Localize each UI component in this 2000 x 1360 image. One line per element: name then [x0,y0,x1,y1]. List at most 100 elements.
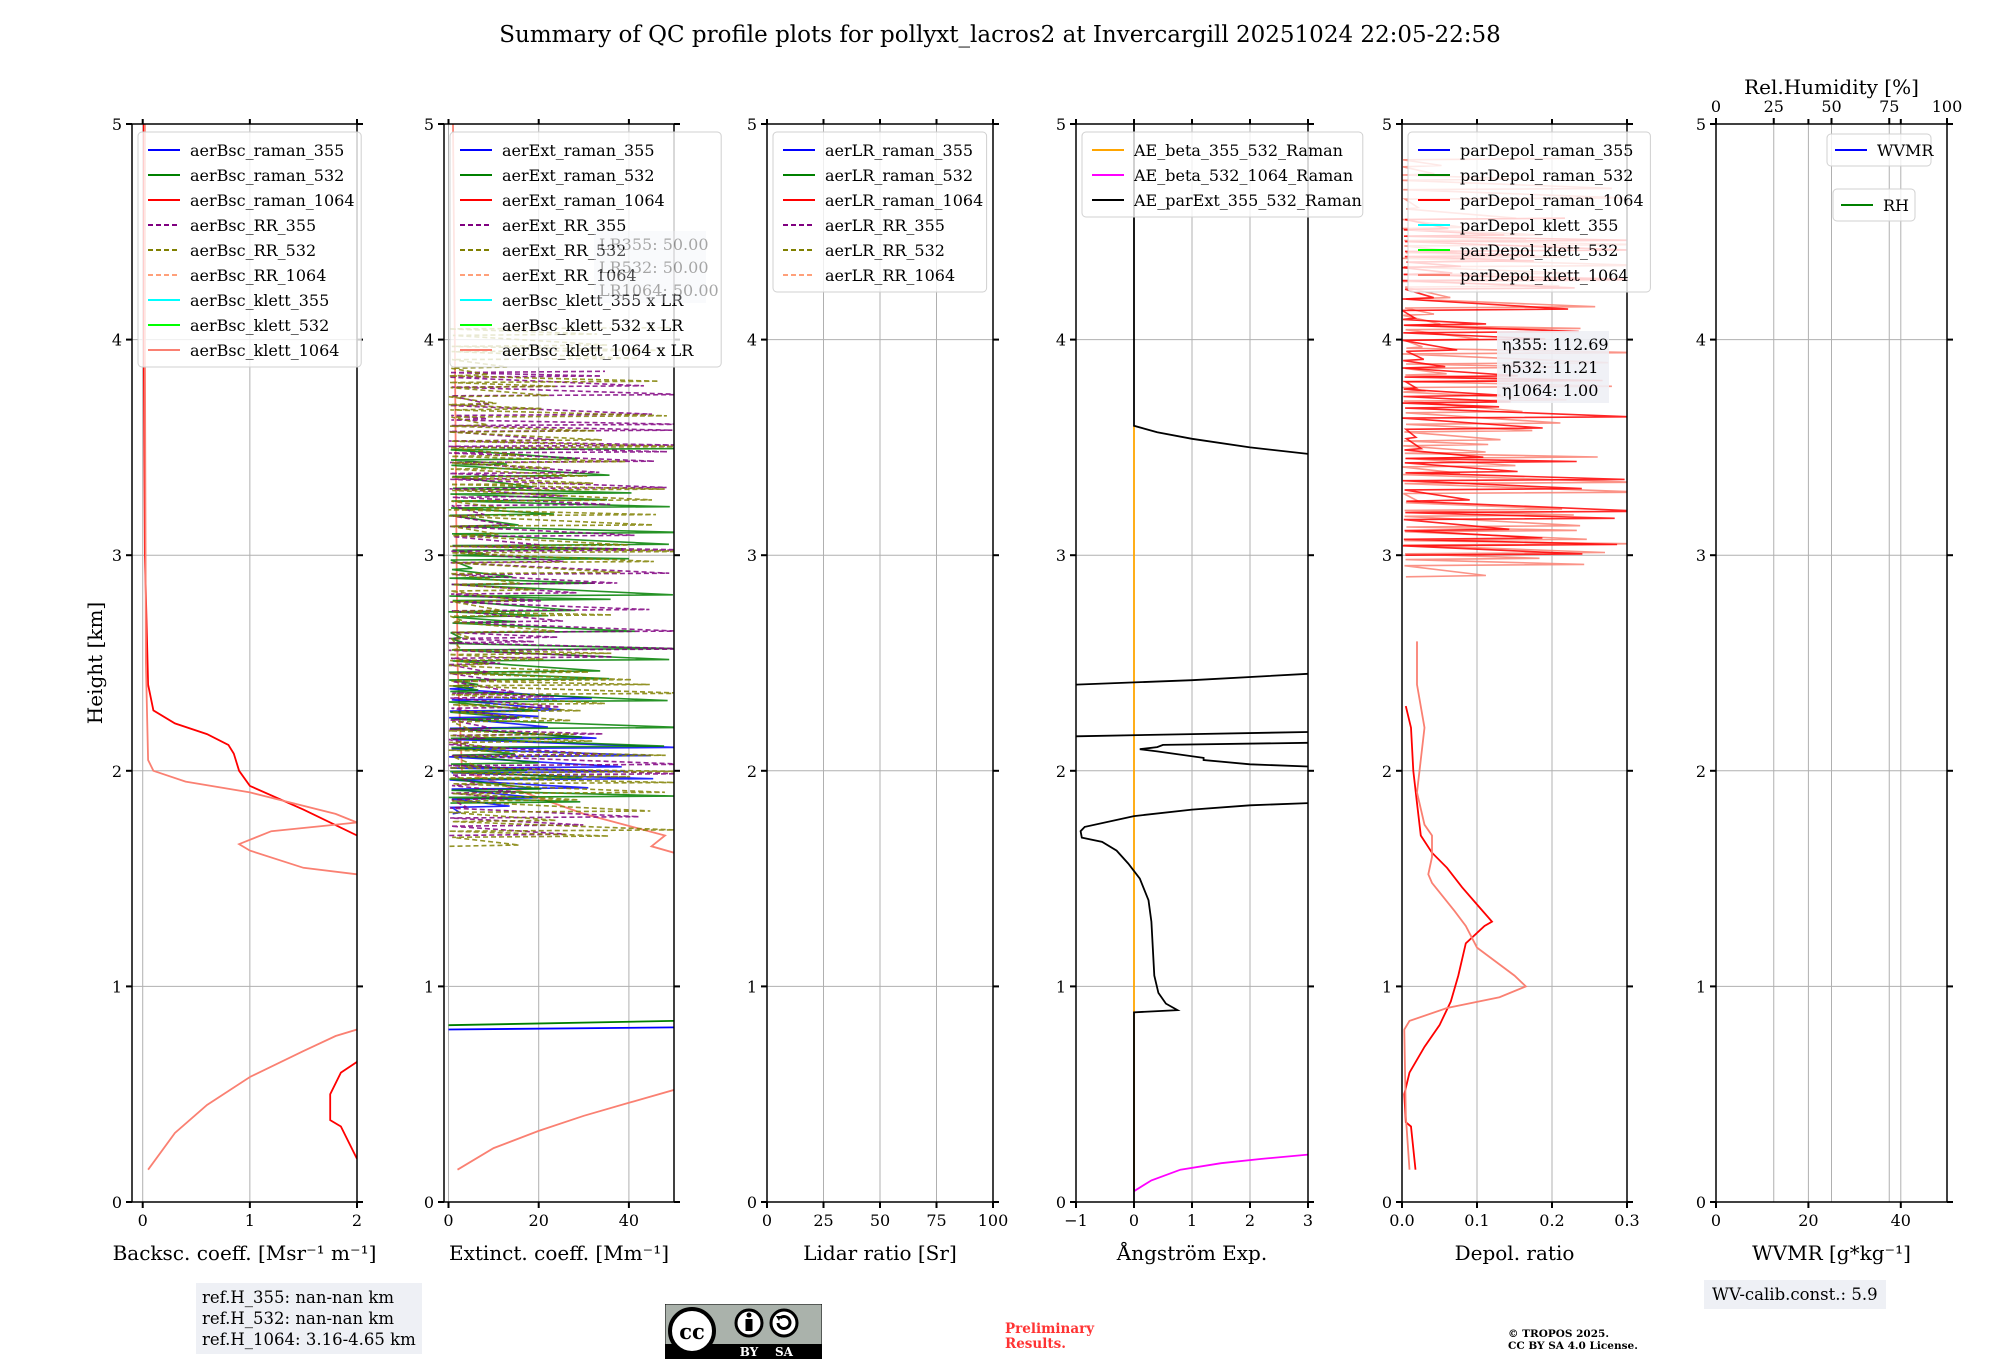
series-line-aerBsc_klett_1064 [147,1028,357,1171]
y-tick-label: 3 [424,546,434,565]
x-tick-label: 1 [1187,1211,1197,1230]
x-tick-label: 0 [1711,1211,1721,1230]
legend-label: aerLR_raman_1064 [825,191,983,210]
y-tick-label: 5 [1696,115,1706,134]
profile-panel-2: 0 20 40 0 1 2 3 4 5 Extinct. coeff. [Mm⁻¹] aerExt_… [424,115,722,1265]
series-line-aerExt_RR_532_noise [448,326,674,848]
x-tick-label: 0 [138,1211,148,1230]
legend-label: aerLR_RR_532 [825,241,945,260]
legend: aerBsc_raman_355 aerBsc_raman_532 aerBsc_r… [137,131,362,368]
y-tick-label: 2 [1696,762,1706,781]
series-line-AE_parExt_355_532_Raman_c [1076,731,1308,738]
profile-panel-1: 0 1 2 0 1 2 3 4 5 Backsc. coeff. [Msr⁻¹ m⁻¹] aerBs… [112,115,377,1265]
series-line-aerExt_RR_355_noise [448,370,674,837]
series-line-aerExt_raman_355_low [448,1026,674,1031]
by-attribution-icon [734,1308,764,1338]
legend: AE_beta_355_532_Raman AE_beta_532_1064_Ra… [1081,131,1364,218]
y-tick-label: 1 [112,977,122,996]
legend: aerLR_raman_355 aerLR_raman_532 aerLR_rama… [772,131,988,293]
y-tick-label: 0 [424,1193,434,1212]
y-tick-label: 4 [112,331,122,350]
series-line-aerExt_raman_532_noise [448,447,674,804]
y-tick-label: 0 [1056,1193,1066,1212]
legend-label: aerBsc_klett_532 x LR [502,316,684,335]
legend-label: aerExt_RR_1064 [502,266,637,285]
legend: aerExt_raman_355 aerExt_raman_532 aerExt_r… [449,131,722,368]
y-tick-label: 0 [747,1193,757,1212]
legend-label: parDepol_klett_1064 [1460,266,1629,285]
ref-height-532: ref.H_532: nan-nan km [202,1309,394,1328]
x-axis-label: Ångström Exp. [1116,1240,1267,1265]
x-top-tick-label: 50 [1821,97,1841,116]
annotation-line: η1064: 1.00 [1502,381,1598,400]
figure-title: Summary of QC profile plots for pollyxt_… [499,22,1501,48]
annotation-bg [594,231,706,303]
y-tick-label: 4 [747,331,757,350]
x-axis-label: Depol. ratio [1455,1241,1575,1265]
y-tick-label: 5 [1056,115,1066,134]
x-axis-label: Extinct. coeff. [Mm⁻¹] [449,1241,669,1265]
series-line-AE_parExt_355_532_Raman_e [1133,124,1308,455]
x-tick-label: 0.0 [1389,1211,1414,1230]
legend-label: parDepol_raman_355 [1460,141,1633,160]
reference-heights-box: ref.H_355: nan-nan km ref.H_532: nan-nan… [196,1283,422,1354]
y-tick-label: 2 [747,762,757,781]
legend-label: aerBsc_RR_1064 [190,266,326,285]
y-tick-label: 5 [424,115,434,134]
y-tick-label: 2 [424,762,434,781]
x-tick-label: −1 [1064,1211,1088,1230]
profile-panel-3: 0 25 50 75 100 0 1 2 3 4 5 Lidar ratio [Sr] aerLR_ra… [747,115,1008,1265]
x-tick-label: 3 [1303,1211,1313,1230]
y-tick-label: 2 [112,762,122,781]
legend-label: aerExt_RR_355 [502,216,626,235]
x-top-tick-label: 100 [1932,97,1963,116]
legend-label: parDepol_klett_532 [1460,241,1618,260]
series-line-parDepol_raman_1064 [1403,705,1494,1170]
series-line-aerExt_raman_532_low [448,1020,674,1027]
legend-frame [772,131,988,293]
legend-label: aerLR_RR_355 [825,216,945,235]
x-axis-label: Backsc. coeff. [Msr⁻¹ m⁻¹] [113,1241,377,1265]
legend-label: aerExt_raman_355 [502,141,655,160]
preliminary-line-2: Results. [1005,1336,1066,1352]
y-tick-label: 4 [1382,331,1392,350]
legend-label: aerExt_raman_532 [502,166,655,185]
sa-sharealike-icon [769,1308,799,1338]
annotation-line: LR1064: 50.00 [599,281,719,300]
x-tick-label: 40 [619,1211,639,1230]
legend-label: aerExt_RR_532 [502,241,626,260]
x-tick-label: 40 [1891,1211,1911,1230]
y-tick-label: 0 [1696,1193,1706,1212]
x-top-tick-label: 25 [1764,97,1784,116]
y-tick-label: 1 [1696,977,1706,996]
legend-frame [1826,133,1932,167]
legend-label: aerBsc_klett_355 x LR [502,291,684,310]
series-group [142,124,357,1171]
legend-entry: RH [1832,188,1916,222]
x-top-tick-label: 0 [1711,97,1721,116]
x-tick-label: 2 [1245,1211,1255,1230]
annotation-line: LR532: 50.00 [599,258,709,277]
y-tick-label: 1 [1382,977,1392,996]
legend-label: aerExt_raman_1064 [502,191,665,210]
y-tick-label: 4 [424,331,434,350]
legend-label: parDepol_raman_1064 [1460,191,1644,210]
x-axis-label: WVMR [g*kg⁻¹] [1752,1241,1911,1265]
legend-label: aerLR_raman_532 [825,166,973,185]
profile-panel-6: 0 20 40 0 1 2 3 4 5 WVMR [g*kg⁻¹] 0 25 50 75 100 Rel.Hu… [1696,75,1962,1265]
series-line-aerBsc_klett_1064_x_LR [457,1089,674,1171]
axes-frame [131,123,358,1203]
legend-label: aerBsc_klett_532 [190,316,329,335]
copyright-line-1: © TROPOS 2025. [1508,1328,1610,1340]
legend-frame [449,131,722,368]
y-tick-label: 1 [1056,977,1066,996]
series-group [448,124,674,1171]
y-tick-label: 1 [424,977,434,996]
svg-text:cc: cc [679,1319,705,1344]
y-tick-label: 0 [112,1193,122,1212]
legend-label: aerLR_RR_1064 [825,266,955,285]
legend-label: AE_beta_355_532_Raman [1133,141,1343,160]
y-tick-label: 2 [1056,762,1066,781]
series-group [1076,124,1308,1202]
